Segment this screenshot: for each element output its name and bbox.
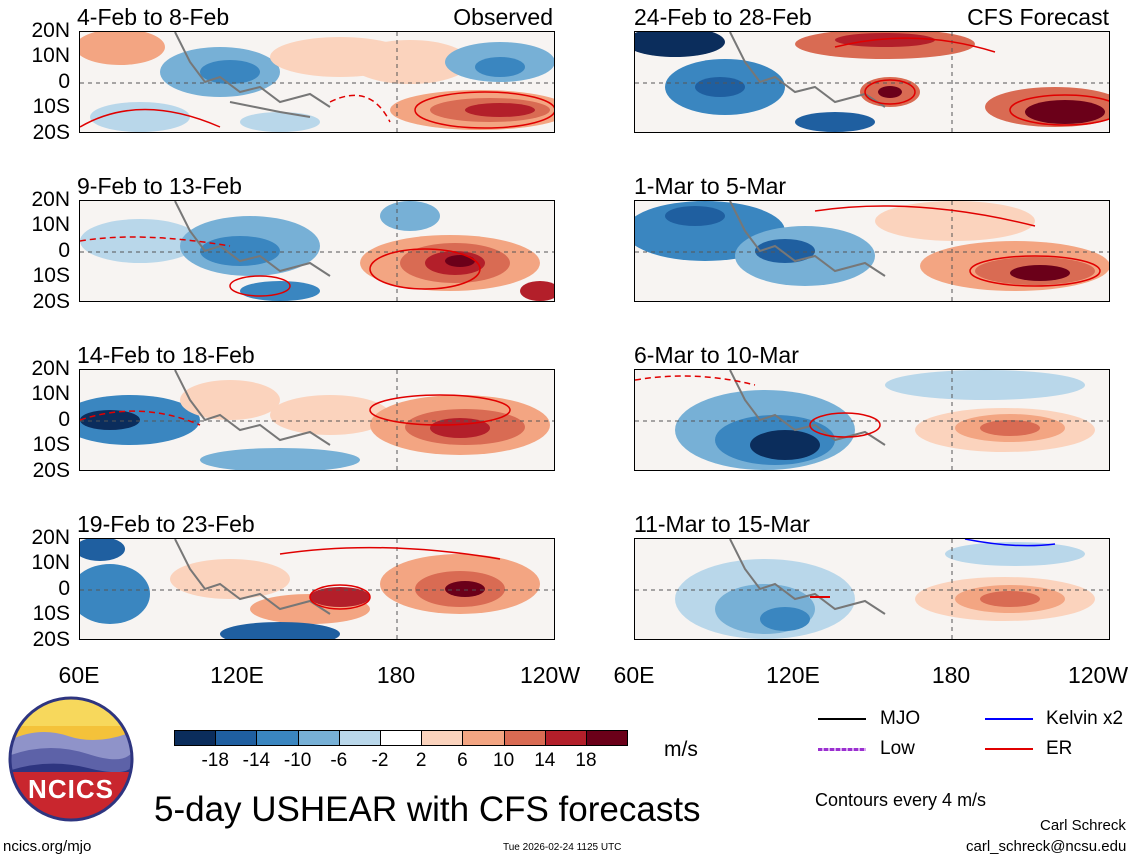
ncics-logo-text: NCICS [28, 774, 114, 804]
colorbar-tick-label: 14 [534, 750, 556, 771]
er-line [985, 748, 1033, 750]
lon-label: 180 [931, 662, 971, 688]
lat-label: 0 [58, 70, 70, 93]
lat-label: 10N [31, 551, 70, 574]
colorbar-swatch [380, 730, 423, 746]
lon-label: 180 [376, 662, 416, 688]
ncics-logo: NCICS [8, 696, 134, 822]
panel-title-1: 4-Feb to 8-Feb [77, 4, 230, 30]
colorbar-tick-label: -10 [283, 750, 312, 771]
map-panel-7 [634, 369, 1110, 471]
colorbar-swatch [256, 730, 299, 746]
lat-label: 20N [31, 19, 70, 42]
lat-label: 10S [32, 95, 70, 118]
main-title: 5-day USHEAR with CFS forecasts [154, 790, 701, 829]
mjo-line [818, 718, 866, 720]
map-panel-3 [79, 369, 555, 471]
panel-title-2: 9-Feb to 13-Feb [77, 173, 242, 199]
panel-title-3: 14-Feb to 18-Feb [77, 342, 255, 368]
colorbar-swatch [586, 730, 629, 746]
kelvin-line [985, 718, 1033, 720]
colorbar-tick-label: 2 [415, 750, 427, 771]
mjo-label: MJO [880, 708, 921, 729]
lat-label: 10N [31, 382, 70, 405]
lon-label: 120W [519, 662, 581, 688]
colorbar-tick-label: -6 [330, 750, 348, 771]
lon-label: 60E [58, 662, 100, 688]
colorbar: -18 -14 -10 -6 -2 2 6 10 14 18 [174, 730, 634, 790]
lon-label: 60E [613, 662, 655, 688]
lat-label: 20N [31, 357, 70, 380]
low-line [818, 748, 866, 751]
observed-label: Observed [453, 4, 553, 30]
panel-title-7: 6-Mar to 10-Mar [634, 342, 799, 368]
colorbar-tick-label: 6 [457, 750, 468, 771]
lat-label: 20N [31, 188, 70, 211]
lat-label: 10S [32, 264, 70, 287]
lat-label: 0 [58, 408, 70, 431]
colorbar-swatch [462, 730, 505, 746]
colorbar-swatch [174, 730, 217, 746]
panel-title-5: 24-Feb to 28-Feb [634, 4, 812, 30]
footer-author: Carl Schreck [1040, 817, 1126, 834]
lat-label: 0 [58, 577, 70, 600]
lat-label: 10S [32, 602, 70, 625]
colorbar-swatch [421, 730, 464, 746]
contours-note: Contours every 4 m/s [815, 790, 987, 810]
map-panel-5 [634, 31, 1110, 133]
lat-label: 20S [32, 628, 70, 651]
colorbar-tick-label: -2 [371, 750, 389, 771]
kelvin-label: Kelvin x2 [1046, 708, 1124, 729]
map-panel-8 [634, 538, 1110, 640]
er-label: ER [1046, 738, 1073, 759]
footer-email[interactable]: carl_schreck@ncsu.edu [966, 838, 1127, 855]
low-label: Low [880, 738, 915, 759]
colorbar-swatch [503, 730, 546, 746]
colorbar-swatch [338, 730, 381, 746]
lat-label: 10N [31, 44, 70, 67]
lat-label: 0 [58, 239, 70, 262]
lon-label: 120E [766, 662, 820, 688]
map-panel-2 [79, 200, 555, 302]
lat-label: 20N [31, 526, 70, 549]
lat-label: 10S [32, 433, 70, 456]
lon-label: 120W [1067, 662, 1129, 688]
panel-title-8: 11-Mar to 15-Mar [634, 511, 810, 537]
footer-timestamp: Tue 2026-02-24 1125 UTC [503, 842, 622, 853]
colorbar-tick-label: 10 [493, 750, 515, 771]
lat-label: 20S [32, 459, 70, 482]
lat-label: 10N [31, 213, 70, 236]
cfs-forecast-label: CFS Forecast [967, 4, 1109, 30]
units-label: m/s [664, 738, 698, 761]
map-panel-1 [79, 31, 555, 133]
colorbar-swatch [215, 730, 258, 746]
footer-url[interactable]: ncics.org/mjo [3, 838, 92, 855]
panel-title-4: 19-Feb to 23-Feb [77, 511, 255, 537]
map-panel-6 [634, 200, 1110, 302]
panel-title-6: 1-Mar to 5-Mar [634, 173, 787, 199]
colorbar-swatch [544, 730, 587, 746]
colorbar-tick-label: -18 [201, 750, 229, 771]
lat-label: 20S [32, 290, 70, 313]
colorbar-tick-label: -14 [242, 750, 271, 771]
colorbar-swatch [297, 730, 340, 746]
lat-label: 20S [32, 121, 70, 144]
lon-label: 120E [210, 662, 264, 688]
colorbar-tick-label: 18 [575, 750, 597, 771]
map-panel-4 [79, 538, 555, 640]
